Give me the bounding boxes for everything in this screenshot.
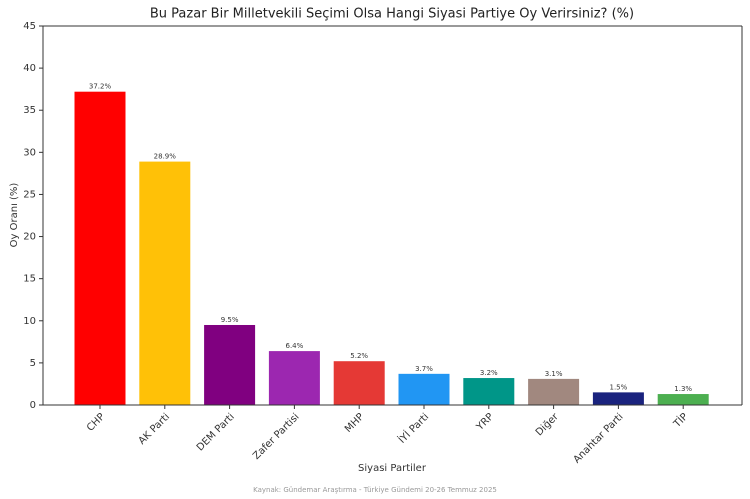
y-tick-label: 5 bbox=[30, 358, 36, 369]
x-tick-label: İYİ Parti bbox=[395, 410, 431, 446]
bar bbox=[398, 373, 450, 405]
x-tick-label: MHP bbox=[343, 411, 366, 434]
bar bbox=[204, 324, 256, 405]
y-tick-label: 10 bbox=[23, 316, 36, 327]
x-axis-title: Siyasi Partiler bbox=[358, 463, 427, 474]
bar bbox=[592, 392, 644, 405]
y-tick-label: 35 bbox=[23, 105, 36, 116]
y-tick-label: 40 bbox=[23, 63, 36, 74]
bar bbox=[139, 161, 191, 405]
value-label: 6.4% bbox=[286, 342, 304, 350]
value-label: 5.2% bbox=[350, 352, 368, 360]
x-tick-label: TİP bbox=[670, 410, 691, 431]
x-tick-label: YRP bbox=[474, 411, 496, 433]
y-tick-label: 25 bbox=[23, 189, 36, 200]
source-note: Kaynak: Gündemar Araştırma - Türkiye Gün… bbox=[253, 486, 497, 494]
value-label: 3.2% bbox=[480, 369, 498, 377]
value-label: 1.3% bbox=[674, 385, 692, 393]
x-tick-label: DEM Parti bbox=[195, 411, 237, 453]
x-tick-label: AK Parti bbox=[137, 411, 172, 446]
value-label: 28.9% bbox=[154, 153, 177, 161]
chart-title: Bu Pazar Bir Milletvekili Seçimi Olsa Ha… bbox=[150, 7, 634, 22]
x-tick-label: Diğer bbox=[533, 410, 561, 438]
y-axis-title: Oy Oranı (%) bbox=[9, 183, 20, 248]
value-label: 37.2% bbox=[89, 83, 112, 91]
value-label: 3.1% bbox=[545, 370, 563, 378]
bar bbox=[528, 378, 580, 405]
y-tick-label: 15 bbox=[23, 274, 36, 285]
bar bbox=[333, 361, 385, 405]
bar bbox=[463, 378, 515, 405]
y-tick-label: 20 bbox=[23, 232, 36, 243]
y-tick-label: 30 bbox=[23, 147, 36, 158]
bar bbox=[74, 91, 126, 406]
y-tick-label: 45 bbox=[23, 21, 36, 32]
y-tick-label: 0 bbox=[30, 400, 36, 411]
x-tick-label: CHP bbox=[85, 411, 107, 433]
bar bbox=[657, 394, 709, 405]
x-tick-label: Zafer Partisi bbox=[251, 411, 302, 462]
bar bbox=[268, 351, 320, 405]
value-label: 1.5% bbox=[610, 383, 628, 391]
value-label: 3.7% bbox=[415, 365, 433, 373]
x-tick-label: Anahtar Parti bbox=[572, 411, 626, 465]
value-label: 9.5% bbox=[221, 316, 239, 324]
